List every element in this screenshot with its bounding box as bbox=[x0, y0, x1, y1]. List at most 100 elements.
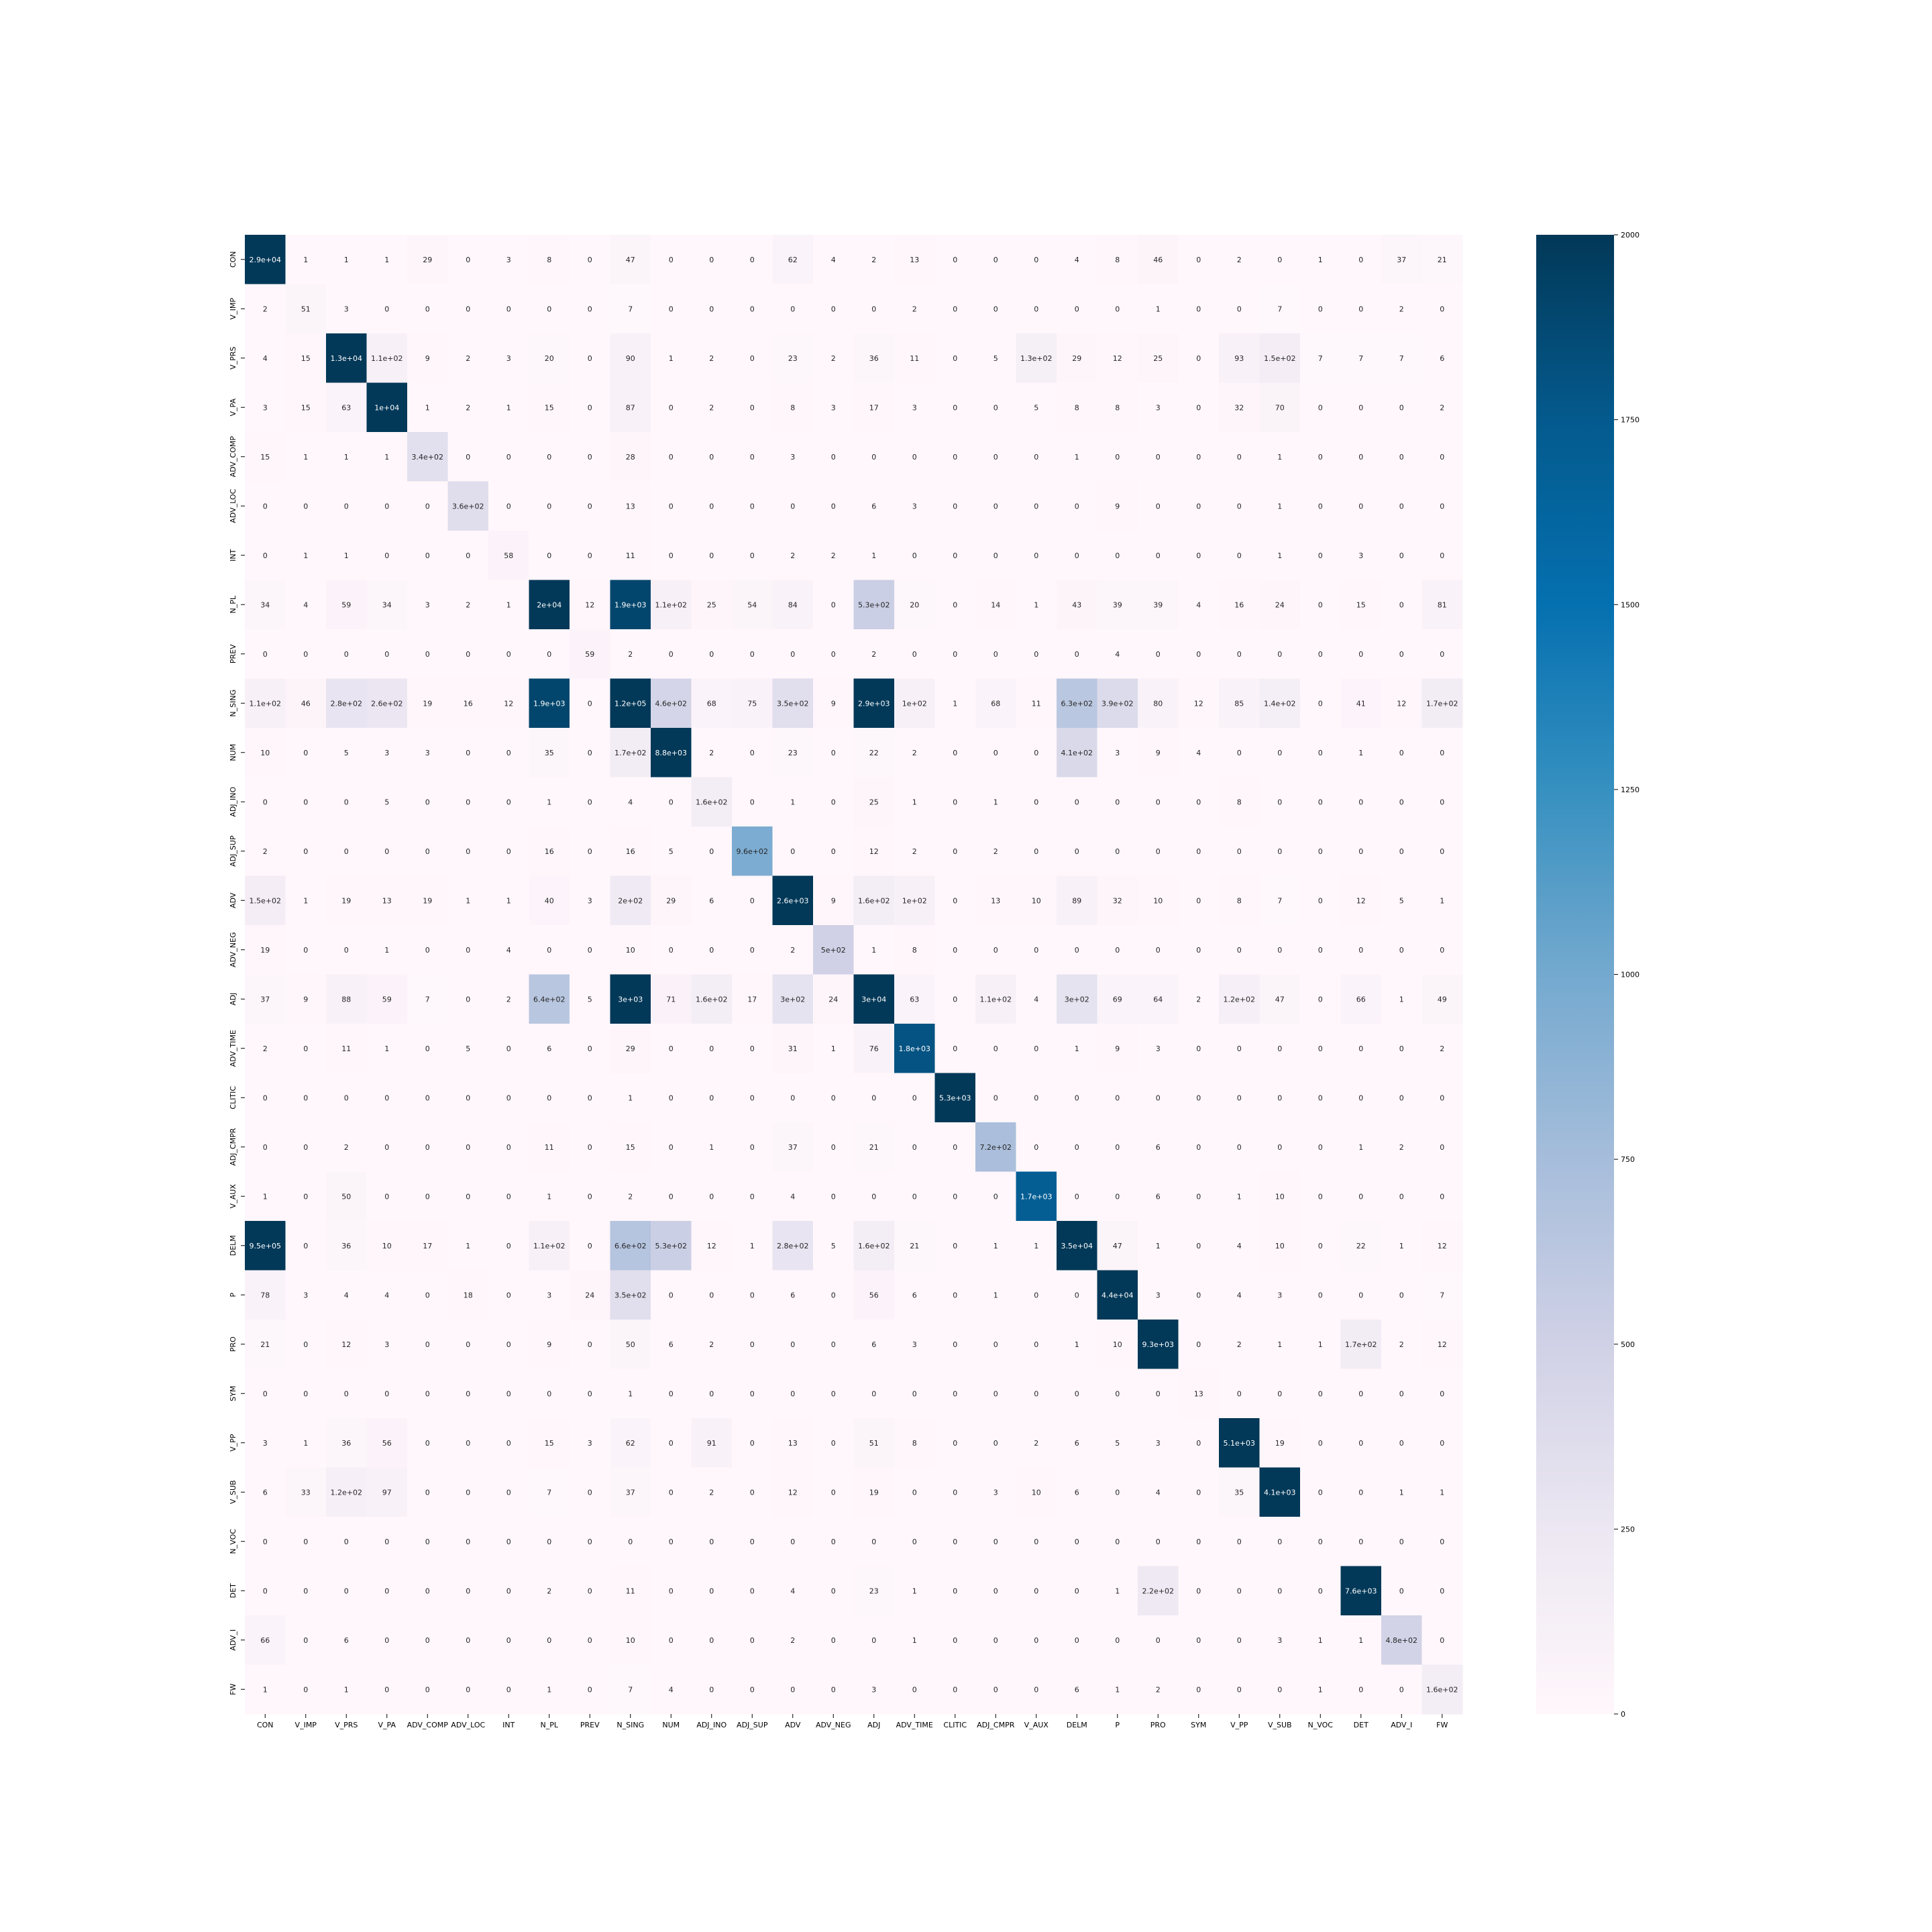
heatmap-cell bbox=[407, 678, 449, 729]
cell-value-label: 0 bbox=[384, 305, 389, 313]
heatmap-cell bbox=[894, 1418, 936, 1468]
heatmap-cell bbox=[1421, 432, 1463, 482]
heatmap-cell bbox=[1178, 1368, 1220, 1419]
cell-value-label: 1.1e+02 bbox=[980, 995, 1012, 1004]
heatmap-cell bbox=[1381, 1024, 1423, 1074]
heatmap-cell bbox=[772, 284, 814, 334]
heatmap-cell bbox=[1381, 1368, 1423, 1419]
heatmap-cell bbox=[772, 432, 814, 482]
colorbar-tick-label: 2000 bbox=[1621, 231, 1640, 239]
heatmap-cell bbox=[1138, 974, 1179, 1024]
cell-value-label: 21 bbox=[260, 1340, 270, 1349]
cell-value-label: 0 bbox=[1196, 946, 1201, 955]
cell-value-label: 50 bbox=[626, 1340, 635, 1349]
heatmap-cell bbox=[1016, 235, 1057, 285]
cell-value-label: 4 bbox=[790, 1192, 795, 1201]
cell-value-label: 0 bbox=[669, 946, 674, 955]
cell-value-label: 51 bbox=[869, 1439, 879, 1448]
cell-value-label: 1 bbox=[466, 896, 470, 905]
heatmap-cell bbox=[894, 531, 936, 581]
heatmap-cell bbox=[975, 678, 1017, 729]
heatmap-cell bbox=[934, 925, 976, 975]
heatmap-cell bbox=[894, 826, 936, 877]
heatmap-cell bbox=[1219, 925, 1260, 975]
heatmap-cell bbox=[894, 432, 936, 482]
colorbar-gradient bbox=[1536, 235, 1614, 1714]
cell-value-label: 0 bbox=[669, 1587, 674, 1595]
cell-value-label: 25 bbox=[869, 798, 879, 806]
cell-value-label: 0 bbox=[1034, 256, 1038, 264]
cell-value-label: 0 bbox=[588, 1044, 592, 1053]
cell-value-label: 19 bbox=[869, 1488, 879, 1497]
heatmap-cell bbox=[1057, 1320, 1098, 1370]
heatmap-cell bbox=[1259, 1615, 1301, 1666]
heatmap-cell bbox=[1421, 875, 1463, 926]
cell-value-label: 2 bbox=[871, 650, 876, 659]
cell-value-label: 0 bbox=[953, 1291, 957, 1299]
heatmap-cell bbox=[610, 235, 651, 285]
heatmap-cell bbox=[934, 1566, 976, 1616]
cell-value-label: 0 bbox=[831, 1143, 836, 1152]
heatmap-cell bbox=[691, 284, 733, 334]
y-tick-label: ADV bbox=[229, 892, 237, 908]
heatmap-cell bbox=[691, 481, 733, 531]
heatmap-cell bbox=[1219, 333, 1260, 384]
cell-value-label: 0 bbox=[1318, 453, 1323, 462]
heatmap-cell bbox=[975, 925, 1017, 975]
heatmap-cell bbox=[651, 1566, 692, 1616]
heatmap-cell bbox=[1057, 1664, 1098, 1715]
cell-value-label: 0 bbox=[1318, 798, 1323, 806]
cell-value-label: 29 bbox=[666, 896, 676, 905]
cell-value-label: 13 bbox=[910, 256, 919, 264]
heatmap-cell bbox=[1057, 1073, 1098, 1123]
heatmap-cell bbox=[651, 1517, 692, 1567]
heatmap-cell bbox=[366, 580, 408, 630]
heatmap-cell bbox=[1138, 678, 1179, 729]
heatmap-cell bbox=[570, 284, 611, 334]
cell-value-label: 4.4e+04 bbox=[1102, 1291, 1133, 1299]
heatmap-cell bbox=[1138, 1517, 1179, 1567]
cell-value-label: 0 bbox=[1196, 1488, 1201, 1497]
heatmap-cell bbox=[488, 1566, 530, 1616]
heatmap-cell bbox=[529, 1122, 570, 1173]
cell-value-label: 0 bbox=[669, 1291, 674, 1299]
y-tick-label: ADJ_CMPR bbox=[229, 1128, 237, 1166]
cell-value-label: 0 bbox=[588, 1143, 592, 1152]
cell-value-label: 0 bbox=[750, 1685, 755, 1694]
heatmap-cell bbox=[1219, 1024, 1260, 1074]
heatmap-cell bbox=[1138, 1615, 1179, 1666]
heatmap-cell bbox=[488, 1664, 530, 1715]
cell-value-label: 1 bbox=[1034, 600, 1038, 609]
cell-value-label: 0 bbox=[1399, 1389, 1404, 1398]
heatmap-cell bbox=[488, 925, 530, 975]
cell-value-label: 0 bbox=[1075, 1143, 1079, 1152]
heatmap-cell bbox=[1097, 1320, 1138, 1370]
cell-value-label: 0 bbox=[506, 1488, 511, 1497]
cell-value-label: 5 bbox=[588, 995, 592, 1004]
cell-value-label: 36 bbox=[341, 1242, 351, 1250]
cell-value-label: 0 bbox=[547, 1093, 551, 1102]
heatmap-cell bbox=[570, 432, 611, 482]
heatmap-cell bbox=[366, 728, 408, 778]
cell-value-label: 0 bbox=[709, 1093, 714, 1102]
heatmap-cell bbox=[1138, 432, 1179, 482]
heatmap-cell bbox=[447, 875, 489, 926]
heatmap-cell bbox=[488, 875, 530, 926]
y-tick-label: SYM bbox=[229, 1386, 237, 1401]
cell-value-label: 3 bbox=[871, 1685, 876, 1694]
heatmap-cell bbox=[610, 1024, 651, 1074]
heatmap-cell bbox=[488, 1122, 530, 1173]
heatmap-cell bbox=[366, 777, 408, 827]
heatmap-cell bbox=[1097, 826, 1138, 877]
cell-value-label: 0 bbox=[1318, 305, 1323, 313]
heatmap-cell bbox=[1057, 1270, 1098, 1320]
cell-value-label: 6 bbox=[709, 896, 714, 905]
heatmap-cell bbox=[447, 1320, 489, 1370]
cell-value-label: 0 bbox=[1358, 453, 1363, 462]
cell-value-label: 14 bbox=[991, 600, 1000, 609]
cell-value-label: 1 bbox=[1075, 1340, 1079, 1349]
cell-value-label: 0 bbox=[466, 1439, 470, 1448]
y-tick-label: DET bbox=[229, 1583, 237, 1598]
heatmap-cell bbox=[1259, 432, 1301, 482]
y-tick-label: CLITIC bbox=[229, 1086, 237, 1110]
